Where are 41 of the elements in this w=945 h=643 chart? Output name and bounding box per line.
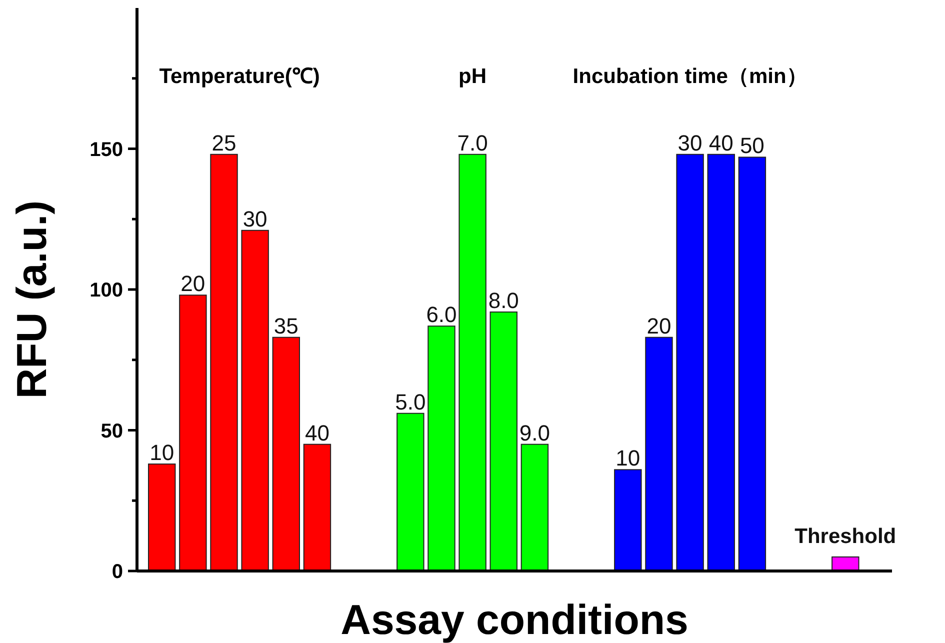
x-tick-label: 40 — [708, 130, 734, 156]
bar — [707, 154, 735, 572]
bar — [272, 336, 300, 572]
bar — [241, 230, 269, 572]
bar — [490, 312, 518, 572]
x-tick-label: 8.0 — [488, 288, 519, 314]
bar — [428, 326, 456, 572]
x-tick-label: 20 — [180, 271, 206, 296]
bar — [458, 154, 486, 572]
annotation: pH — [458, 65, 487, 88]
bar — [148, 464, 176, 572]
x-tick-label: 6.0 — [426, 302, 457, 328]
bar — [614, 469, 642, 572]
x-tick-label: 50 — [740, 133, 764, 158]
x-tick-label: 40 — [304, 420, 330, 446]
bar — [645, 336, 673, 572]
bar — [210, 154, 238, 572]
y-tick-label: 0 — [112, 561, 123, 583]
x-tick-label: 30 — [242, 206, 268, 232]
x-tick-label: 10 — [616, 446, 640, 471]
annotation: Temperature(℃) — [159, 65, 320, 88]
x-tick-label: 10 — [150, 440, 174, 466]
x-axis-title: Assay conditions — [340, 596, 688, 643]
bar — [676, 154, 704, 572]
bar — [179, 294, 207, 572]
bar — [738, 156, 766, 572]
x-tick-label: 25 — [212, 130, 236, 156]
x-tick-label: 20 — [646, 313, 672, 338]
x-tick-label: 30 — [678, 130, 702, 156]
bar — [396, 412, 424, 572]
x-tick-label: 9.0 — [519, 420, 550, 446]
x-tick-label: 7.0 — [457, 130, 488, 156]
y-axis-title: RFU (a.u.) — [8, 200, 55, 399]
bar — [303, 444, 332, 572]
x-tick-label: Threshold — [794, 524, 896, 548]
y-tick-label: 100 — [90, 280, 123, 302]
bar — [520, 444, 549, 572]
y-tick-label: 150 — [90, 138, 123, 161]
x-tick-label: 5.0 — [395, 389, 426, 414]
x-tick-label: 35 — [274, 313, 298, 338]
annotation: Incubation time（min） — [572, 65, 808, 88]
